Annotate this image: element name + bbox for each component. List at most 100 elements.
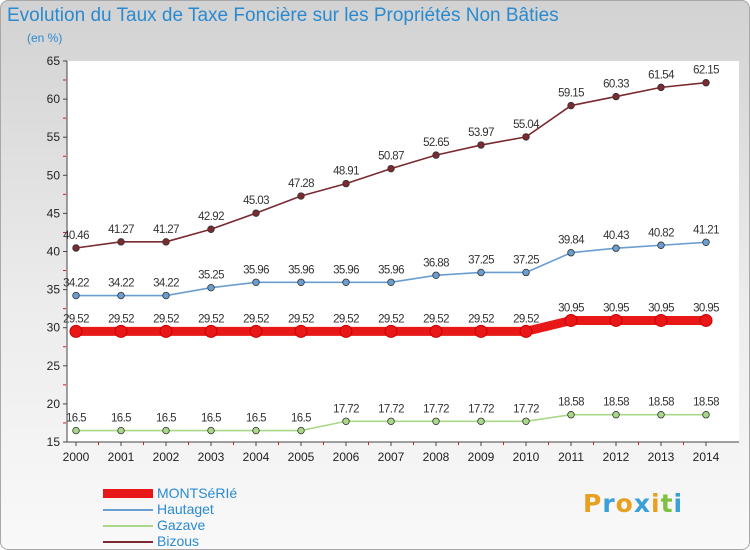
- data-label: 42.92: [198, 211, 224, 223]
- data-point: [564, 313, 578, 327]
- logo-letter: o: [615, 489, 634, 518]
- data-point: [297, 192, 305, 200]
- y-tick-label: 45: [47, 206, 61, 220]
- data-label: 41.21: [693, 224, 719, 236]
- data-label: 30.95: [693, 302, 719, 314]
- data-label: 62.15: [693, 65, 719, 77]
- data-point: [432, 151, 440, 159]
- y-tick-label: 40: [47, 245, 61, 259]
- data-label: 41.27: [153, 224, 179, 236]
- data-point: [474, 324, 488, 338]
- data-label: 40.46: [63, 230, 89, 242]
- data-point: [477, 417, 485, 425]
- x-tick-label: 2000: [63, 450, 90, 464]
- data-label: 29.52: [153, 313, 179, 325]
- data-point: [114, 324, 128, 338]
- data-label: 41.27: [108, 224, 134, 236]
- data-label: 48.91: [333, 166, 359, 178]
- data-point: [252, 209, 260, 217]
- data-point: [252, 426, 260, 435]
- data-point: [432, 271, 440, 279]
- chart-subtitle: (en %): [27, 31, 63, 45]
- data-label: 18.58: [558, 397, 584, 409]
- data-label: 52.65: [423, 137, 449, 149]
- data-label: 17.72: [423, 403, 449, 415]
- data-label: 35.96: [378, 264, 404, 276]
- x-tick-label: 2012: [603, 450, 630, 464]
- data-label: 30.95: [558, 302, 584, 314]
- data-label: 47.28: [288, 178, 314, 190]
- data-point: [342, 278, 350, 286]
- data-label: 59.15: [558, 88, 584, 100]
- x-tick-label: 2011: [558, 450, 584, 464]
- x-tick-label: 2014: [693, 450, 720, 464]
- data-label: 50.87: [378, 151, 404, 163]
- data-point: [567, 249, 575, 257]
- data-point: [387, 278, 395, 286]
- data-point: [204, 324, 218, 338]
- data-label: 34.22: [63, 278, 89, 290]
- plot-area: [67, 61, 739, 442]
- x-tick-label: 2003: [198, 450, 225, 464]
- data-label: 29.52: [423, 313, 449, 325]
- data-point: [612, 92, 620, 101]
- data-label: 30.95: [603, 302, 629, 314]
- data-point: [339, 324, 353, 338]
- data-label: 35.96: [333, 264, 359, 276]
- data-point: [522, 268, 530, 277]
- data-point: [477, 141, 485, 149]
- data-point: [117, 426, 125, 435]
- data-label: 45.03: [243, 195, 269, 207]
- data-label: 37.25: [513, 254, 539, 266]
- data-point: [432, 417, 440, 425]
- y-tick-label: 65: [47, 54, 61, 68]
- x-tick-label: 2010: [513, 450, 540, 464]
- data-label: 17.72: [333, 403, 359, 415]
- data-point: [657, 241, 665, 249]
- y-tick-label: 25: [47, 359, 61, 373]
- x-tick-label: 2002: [153, 450, 180, 464]
- logo-letter: P: [583, 489, 603, 518]
- data-point: [699, 313, 713, 327]
- legend-label: MONTSéRIé: [157, 485, 238, 501]
- logo-letter: i: [673, 489, 684, 518]
- x-tick-label: 2007: [378, 450, 405, 464]
- data-label: 17.72: [468, 403, 494, 415]
- data-point: [702, 411, 710, 419]
- data-point: [249, 324, 263, 338]
- data-point: [207, 225, 215, 233]
- data-point: [387, 164, 395, 173]
- data-label: 16.5: [291, 413, 311, 425]
- legend-label: Gazave: [157, 517, 206, 533]
- data-point: [207, 426, 215, 435]
- data-label: 18.58: [648, 397, 674, 409]
- y-tick-label: 50: [47, 168, 61, 182]
- data-label: 16.5: [201, 413, 221, 425]
- logo-letter: t: [660, 489, 674, 518]
- y-tick-label: 35: [47, 283, 61, 297]
- data-point: [342, 179, 350, 188]
- data-point: [162, 426, 170, 435]
- data-label: 37.25: [468, 254, 494, 266]
- data-label: 16.5: [246, 413, 266, 425]
- legend-swatch: [103, 509, 153, 511]
- y-tick-label: 60: [47, 92, 61, 106]
- data-label: 29.52: [288, 313, 314, 325]
- data-point: [429, 324, 443, 338]
- data-label: 18.58: [693, 397, 719, 409]
- data-label: 40.43: [603, 230, 629, 242]
- data-label: 40.82: [648, 227, 674, 239]
- data-label: 36.88: [423, 257, 449, 269]
- legend-swatch: [103, 541, 153, 543]
- data-point: [69, 324, 83, 338]
- data-label: 16.5: [111, 413, 131, 425]
- data-point: [342, 417, 350, 425]
- data-point: [72, 291, 80, 300]
- data-point: [612, 244, 620, 252]
- data-label: 29.52: [108, 313, 134, 325]
- data-label: 35.96: [288, 264, 314, 276]
- data-label: 39.84: [558, 235, 585, 247]
- data-point: [117, 238, 125, 246]
- data-point: [387, 417, 395, 425]
